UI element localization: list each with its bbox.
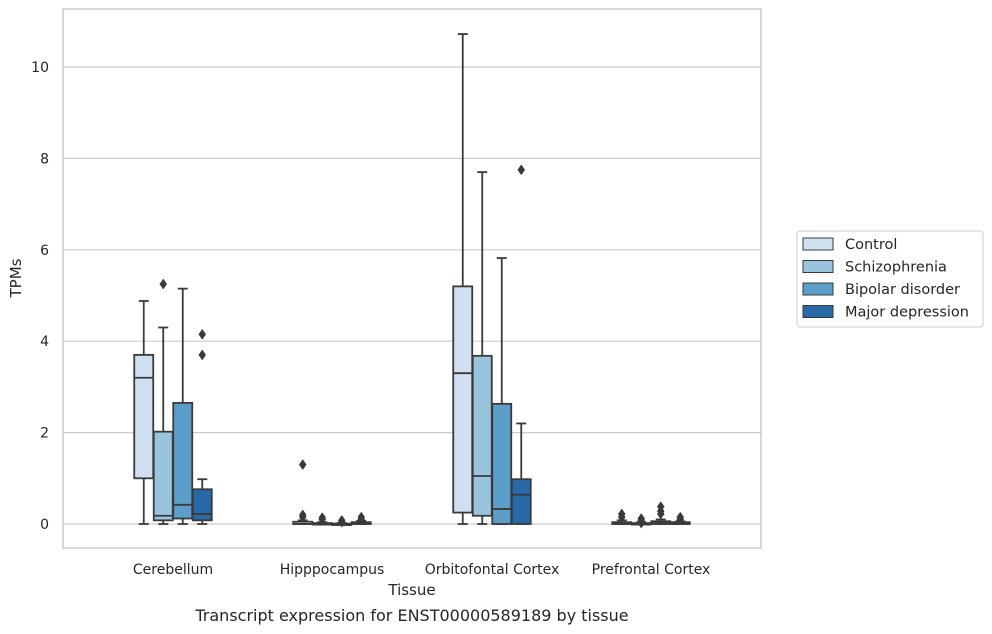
box-element — [452, 33, 474, 525]
plot-frame — [62, 8, 762, 549]
box-element — [172, 287, 194, 525]
iqr-box — [172, 401, 194, 520]
outlier-point — [517, 164, 526, 176]
legend-swatch — [802, 282, 834, 296]
outlier-point — [357, 511, 366, 523]
legend-swatch — [802, 237, 834, 251]
outlier-point — [298, 509, 307, 521]
y-tick-label: 0 — [40, 517, 49, 533]
box-element — [133, 300, 155, 525]
legend-label: Bipolar disorder — [845, 282, 960, 298]
box-element — [510, 164, 532, 525]
x-axis-label: Tissue — [387, 581, 435, 599]
box-element — [471, 171, 493, 525]
y-axis-label: TPMs — [7, 258, 25, 298]
legend-swatch — [802, 305, 834, 318]
iqr-box — [510, 478, 532, 525]
x-tick-labels: Cerebellum Hipppocampus Orbitofontal Corte… — [133, 562, 710, 578]
y-tick-label: 6 — [40, 243, 49, 259]
box-element — [292, 459, 314, 525]
outlier-point — [198, 349, 207, 361]
x-tick-label: Cerebellum — [133, 562, 213, 578]
box-element — [630, 513, 652, 529]
y-tick-label: 4 — [40, 334, 49, 350]
legend-label: Major depression — [845, 305, 969, 321]
iqr-box — [152, 430, 174, 522]
outlier-point — [637, 513, 646, 524]
outlier-point — [198, 328, 207, 340]
iqr-box — [471, 354, 493, 517]
legend-items: Control Schizophrenia Bipolar disorder Majo… — [802, 237, 969, 321]
x-tick-label: Orbitofontal Cortex — [425, 562, 560, 578]
box-element — [611, 508, 633, 525]
outlier-point — [337, 514, 346, 526]
outlier-point — [298, 459, 307, 471]
x-tick-label: Hipppocampus — [280, 562, 385, 578]
box-element — [650, 501, 672, 525]
box-element — [152, 278, 174, 525]
legend-label: Schizophrenia — [845, 260, 947, 276]
box-element — [350, 511, 372, 525]
iqr-box — [491, 402, 513, 525]
legend-label: Control — [845, 237, 897, 253]
chart-caption: Transcript expression for ENST0000058918… — [194, 606, 628, 625]
outlier-point — [656, 501, 665, 513]
x-tick-label: Prefrontal Cortex — [592, 562, 711, 578]
y-tick-labels: 0 2 4 6 8 10 — [31, 60, 49, 533]
legend-frame — [796, 230, 984, 328]
legend-swatch — [802, 260, 834, 273]
y-tick-label: 10 — [31, 60, 49, 76]
boxes — [133, 33, 691, 529]
box-element — [331, 514, 353, 528]
iqr-box — [133, 354, 155, 480]
box-element — [669, 511, 691, 525]
outlier-point — [318, 512, 327, 524]
iqr-box — [191, 488, 213, 522]
y-tick-label: 8 — [40, 151, 49, 167]
outlier-point — [159, 278, 168, 290]
box-element — [191, 328, 213, 525]
outlier-point — [617, 508, 626, 520]
legend: Control Schizophrenia Bipolar disorder Majo… — [796, 230, 984, 328]
iqr-box — [452, 285, 474, 514]
y-tick-label: 2 — [40, 426, 49, 442]
outlier-point — [676, 511, 685, 523]
box-element — [491, 257, 513, 525]
